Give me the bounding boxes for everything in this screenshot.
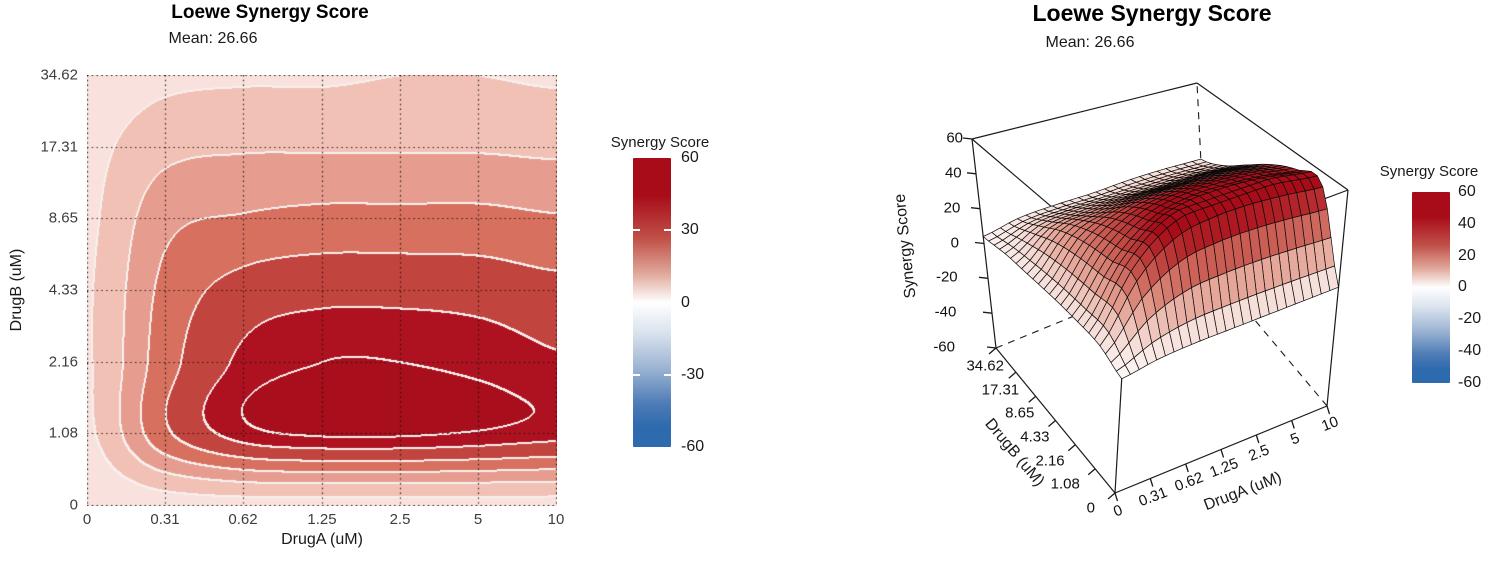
left-y-axis-title: DrugB (uM) xyxy=(8,248,25,332)
x-tick-label-3d: 5 xyxy=(1287,429,1302,448)
right-plot-subtitle: Mean: 26.66 xyxy=(1045,34,1135,51)
right-legend-colorbar xyxy=(1412,192,1450,383)
legend-tick-label: -20 xyxy=(1458,310,1482,328)
y-tick-label: 4.33 xyxy=(48,281,78,299)
legend-tick-label: -60 xyxy=(681,438,705,455)
legend-tick-label: 0 xyxy=(681,293,690,311)
y-tick-label-3d: 34.62 xyxy=(966,357,1004,375)
x-tick-label-3d: 10 xyxy=(1319,413,1341,435)
legend-tick-label: 0 xyxy=(1458,278,1467,296)
x-tick-label-3d: 2.5 xyxy=(1246,441,1273,465)
x-tick-label: 0.62 xyxy=(228,511,258,528)
legend-tick-label: 60 xyxy=(681,149,699,166)
legend-tick-label: 20 xyxy=(1458,246,1476,264)
z-tick-label: 20 xyxy=(943,199,961,217)
y-tick-label: 0 xyxy=(69,496,78,514)
y-tick-label-3d: 8.65 xyxy=(1005,404,1035,422)
legend-notch xyxy=(664,373,671,376)
y-tick-label-3d: 2.16 xyxy=(1035,452,1065,470)
legend-tick-label: -60 xyxy=(1458,373,1482,391)
x-tick-label-3d: 1.25 xyxy=(1207,454,1241,481)
y-tick-label-3d: 0 xyxy=(1086,499,1095,517)
legend-notch xyxy=(664,229,671,232)
y-tick-label: 17.31 xyxy=(40,138,78,156)
left-legend-colorbar xyxy=(633,158,671,447)
z-tick-label: 60 xyxy=(946,129,963,147)
right-plot-title: Loewe Synergy Score xyxy=(1032,0,1272,26)
y-tick-label: 34.62 xyxy=(40,66,78,84)
legend-tick-label: 30 xyxy=(681,221,699,239)
x-tick-label: 0 xyxy=(82,511,92,528)
y-tick-label-3d: 4.33 xyxy=(1020,428,1050,446)
x-tick-label-3d: 0.31 xyxy=(1136,483,1171,510)
y-tick-label: 1.08 xyxy=(48,424,78,442)
legend-tick-label: -40 xyxy=(1458,342,1482,360)
right-legend-title: Synergy Score xyxy=(1379,163,1479,180)
x-tick-label: 2.5 xyxy=(389,511,411,528)
x-tick-label: 1.25 xyxy=(307,511,337,528)
z-tick-label: 0 xyxy=(950,234,959,251)
left-plot-subtitle: Mean: 26.66 xyxy=(168,30,258,47)
legend-tick-label: 40 xyxy=(1458,214,1476,232)
x-tick-label-3d: 0.62 xyxy=(1171,468,1206,496)
contour-plot-canvas xyxy=(87,75,557,506)
x-tick-label: 5 xyxy=(473,511,483,528)
z-tick-label: -40 xyxy=(934,303,957,321)
legend-notch xyxy=(633,229,640,232)
left-legend-title: Synergy Score xyxy=(610,134,710,151)
y-tick-label-3d: 1.08 xyxy=(1050,475,1080,493)
x-tick-label: 0.31 xyxy=(150,511,180,528)
y-tick-label-3d: 17.31 xyxy=(981,381,1020,399)
y-tick-label: 8.65 xyxy=(48,209,78,227)
left-plot-title: Loewe Synergy Score xyxy=(171,2,369,23)
legend-tick-label: 60 xyxy=(1458,183,1476,200)
z-tick-label: -20 xyxy=(935,268,958,286)
x-tick-label: 10 xyxy=(547,511,565,528)
legend-tick-label: -30 xyxy=(681,365,705,383)
y-tick-label: 2.16 xyxy=(48,353,78,371)
left-x-axis-title: DrugA (uM) xyxy=(281,531,363,548)
z-tick-label: -60 xyxy=(933,338,955,356)
x-tick-label-3d: 0 xyxy=(1111,501,1125,521)
legend-notch xyxy=(633,373,640,376)
z-tick-label: 40 xyxy=(944,164,962,182)
